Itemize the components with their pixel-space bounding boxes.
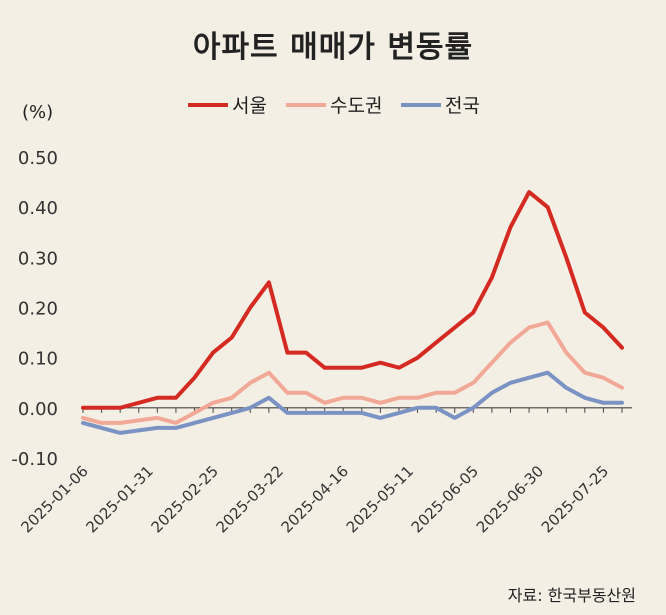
legend-label: 수도권 xyxy=(330,95,382,117)
series-line-수도권 xyxy=(81,320,624,425)
legend-label: 전국 xyxy=(445,95,480,117)
x-tick-label: 2025-01-31 xyxy=(83,462,157,536)
x-tick-label: 2025-03-22 xyxy=(213,462,287,536)
x-tick-label: 2025-01-06 xyxy=(17,462,91,536)
series-line-서울 xyxy=(81,190,624,410)
legend-item-전국: 전국 xyxy=(401,95,480,117)
x-tick-label: 2025-02-25 xyxy=(148,462,222,536)
source-note: 자료: 한국부동산원 xyxy=(507,586,636,605)
x-tick-label: 2025-06-30 xyxy=(473,462,547,536)
x-axis-ticks: 2025-01-062025-01-312025-02-252025-03-22… xyxy=(17,462,612,536)
x-tick-label: 2025-06-05 xyxy=(408,462,482,536)
y-tick-label: 0.10 xyxy=(18,349,58,370)
y-tick-label: 0.40 xyxy=(18,198,58,219)
y-tick-label: 0.50 xyxy=(18,148,58,169)
y-axis-ticks: 0.50 0.40 0.30 0.20 0.10 0.00 -0.10 xyxy=(11,148,58,470)
x-tick-label: 2025-07-25 xyxy=(538,462,612,536)
x-tick-label: 2025-05-11 xyxy=(343,462,417,536)
y-tick-label: 0.20 xyxy=(18,299,58,320)
legend: 서울 수도권 전국 xyxy=(188,95,480,117)
chart-title: 아파트 매매가 변동률 xyxy=(192,30,474,65)
legend-label: 서울 xyxy=(232,95,267,117)
series-line-전국 xyxy=(81,370,624,435)
series-lines xyxy=(81,190,624,435)
y-tick-label: 0.00 xyxy=(18,399,58,420)
legend-item-수도권: 수도권 xyxy=(286,95,382,117)
y-tick-label: -0.10 xyxy=(11,449,58,470)
y-axis-unit-label: (%) xyxy=(22,102,53,123)
x-tick-label: 2025-04-16 xyxy=(278,462,352,536)
y-tick-label: 0.30 xyxy=(18,248,58,269)
legend-item-서울: 서울 xyxy=(188,95,267,117)
